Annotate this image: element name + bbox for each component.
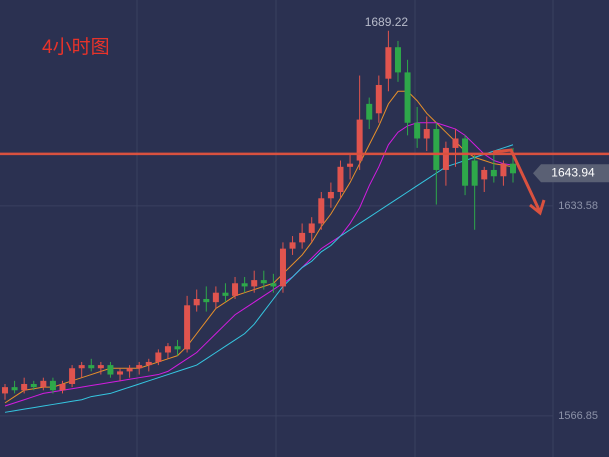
- candle-body: [471, 160, 478, 186]
- candle-body: [452, 138, 459, 148]
- candle-body: [490, 169, 497, 177]
- candle-body: [394, 47, 401, 73]
- candle-body: [107, 365, 114, 375]
- candle-body: [174, 346, 181, 350]
- candle-body: [375, 84, 382, 114]
- candle-body: [270, 283, 277, 287]
- candle-body: [241, 283, 248, 287]
- candle-body: [289, 242, 296, 249]
- candle-body: [260, 280, 267, 284]
- candle-body: [251, 280, 258, 287]
- candle-body: [97, 365, 104, 369]
- y-tick-label: 1566.85: [558, 410, 598, 422]
- candle-body: [232, 283, 239, 296]
- moving-average: [4, 90, 514, 404]
- candle-body: [155, 352, 162, 362]
- hand-drawn-arrow: [492, 148, 546, 216]
- high-label: 1689.22: [365, 15, 409, 29]
- candle-body: [347, 163, 354, 167]
- candle-body: [21, 383, 28, 391]
- candle-body: [423, 129, 430, 139]
- candle-body: [203, 299, 210, 303]
- candle-body: [212, 292, 219, 303]
- candle-body: [414, 122, 421, 139]
- candle-body: [59, 383, 66, 391]
- candle-body: [40, 380, 47, 388]
- candle-body: [433, 129, 440, 170]
- candle-body: [327, 191, 334, 199]
- candle-body: [30, 383, 37, 388]
- candle-body: [136, 365, 143, 369]
- chart-title: 4小时图: [42, 36, 110, 58]
- candle-body: [11, 387, 18, 391]
- candle-body: [308, 223, 315, 233]
- candle-body: [481, 169, 488, 180]
- candle-body: [78, 365, 85, 369]
- candle-body: [299, 232, 306, 243]
- candle-body: [193, 299, 200, 306]
- candle-body: [337, 166, 344, 192]
- moving-average: [4, 144, 514, 413]
- candle-body: [164, 346, 171, 353]
- candle-body: [184, 305, 191, 350]
- candle-body: [318, 198, 325, 224]
- candle-body: [442, 147, 449, 170]
- plot: 1689.22: [0, 15, 553, 417]
- candle-body: [510, 163, 516, 174]
- price-tag: [533, 164, 609, 183]
- candle-body: [279, 248, 286, 287]
- candle-body: [356, 119, 363, 161]
- candle-body: [462, 138, 469, 186]
- y-tick-label: 1633.58: [558, 200, 598, 212]
- candle-body: [2, 387, 8, 394]
- candle-body: [222, 292, 229, 296]
- candle-body: [385, 47, 392, 79]
- candle-body: [366, 103, 373, 120]
- candle-body: [145, 361, 152, 366]
- candle-body: [88, 365, 95, 369]
- candle-body: [69, 368, 76, 384]
- candle-body: [126, 368, 133, 372]
- candle-body: [117, 371, 124, 375]
- candle-body: [49, 380, 56, 391]
- candle-body: [404, 72, 411, 123]
- current-price: 1643.94: [551, 165, 595, 179]
- moving-average: [4, 122, 514, 407]
- candle-body: [500, 163, 507, 177]
